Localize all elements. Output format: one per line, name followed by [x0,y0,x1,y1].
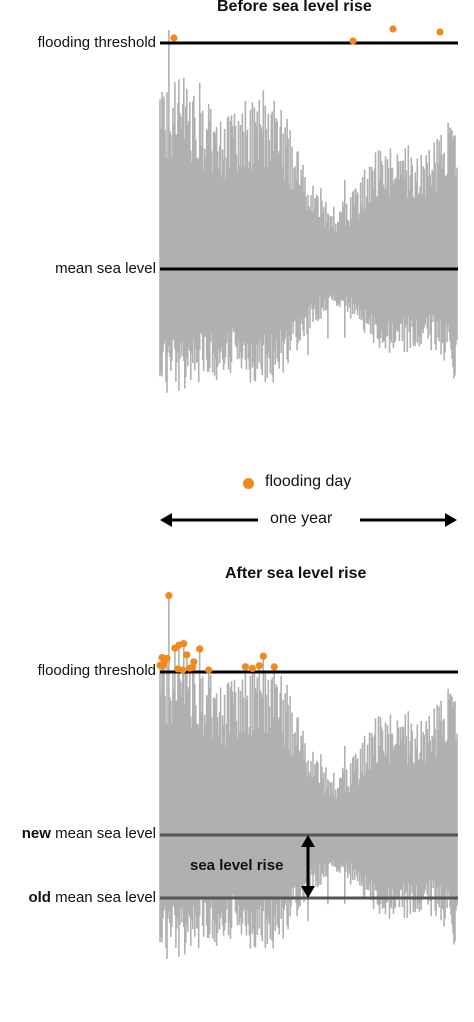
water-level-trace [159,595,458,959]
flooding-day-dot [241,663,249,671]
before-water-level-series [159,30,458,393]
flooding-day-dot [255,662,263,670]
flooding-day-dot [190,658,198,666]
flooding-day-dot [389,25,397,33]
flooding-day-dot [189,663,197,671]
sea-level-rise-label: sea level rise [190,857,284,874]
before-flooding-days [170,25,444,45]
old-word: old [28,889,51,906]
flooding-day-dot [183,651,191,659]
flooding-day-dot [248,664,256,673]
before-title: Before sea level rise [217,0,372,15]
flooding-day-dot [170,34,178,42]
flooding-day-dot [270,663,278,671]
flooding-day-dot [196,645,204,653]
new-mean-rest: mean sea level [50,825,156,842]
flooding-day-dot [205,666,213,674]
after-flooding-threshold-label: flooding threshold [37,662,156,679]
flooding-day-dot [163,654,171,662]
one-year-arrow [160,513,457,527]
old-mean-rest: mean sea level [50,889,156,906]
after-water-level-series [159,595,458,959]
flooding-day-legend-dot [243,478,254,489]
after-title: After sea level rise [225,565,367,582]
flooding-day-dot [259,652,267,660]
flooding-day-dot [349,37,357,45]
flooding-day-dot [165,592,173,600]
after-flooding-days [156,592,278,674]
flooding-day-dot [179,666,187,674]
one-year-label: one year [270,510,333,527]
flooding-day-dot [436,28,444,36]
before-mean-sea-level-label: mean sea level [55,260,156,277]
new-word: new [21,825,51,842]
flooding-day-dot [180,640,188,648]
water-level-trace [159,30,458,393]
old-mean-sea-level-label: old mean sea level [28,889,156,906]
before-reference-lines [160,41,458,271]
sea-level-rise-arrow [301,835,315,898]
flooding-day-legend-label: flooding day [265,473,352,490]
before-flooding-threshold-label: flooding threshold [37,34,156,51]
new-mean-sea-level-label: new mean sea level [22,825,156,842]
